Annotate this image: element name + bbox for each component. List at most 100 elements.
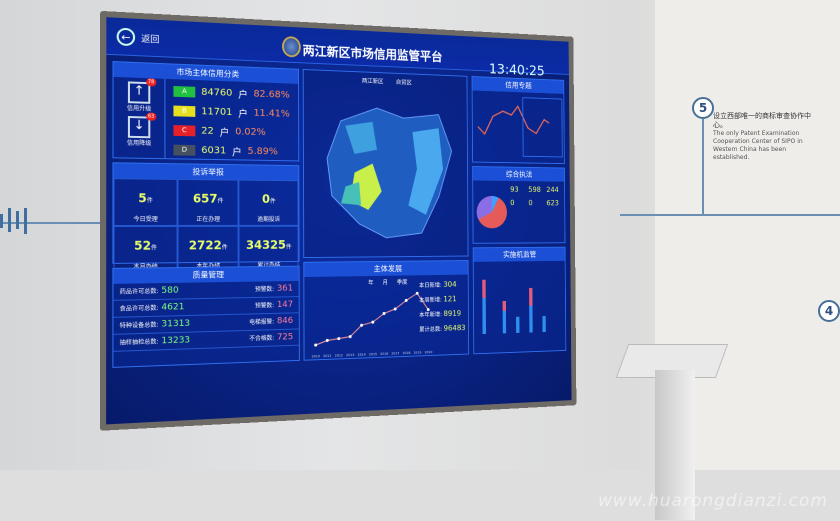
grade-pct: 82.68% [253, 88, 290, 101]
growth-point [325, 338, 329, 342]
growth-point [337, 337, 341, 341]
upgrade-icon[interactable]: ↑ 78 [127, 78, 157, 104]
quality-label: 食品许可总数: [119, 304, 159, 313]
growth-chart: 2010 2011 2012 2013 2014 2015 2016 2017 2018 2019… [312, 282, 433, 359]
grade-tag: B [173, 105, 196, 117]
enforcement-value: 623 [546, 199, 559, 208]
growth-stat-label: 本周新增: [419, 296, 442, 304]
enforcement-value: 93 [510, 185, 519, 194]
back-button[interactable]: ← 返回 [116, 27, 160, 48]
panel-title: 主体发展 [304, 260, 468, 278]
growth-point [382, 311, 386, 315]
warning-value: 725 [276, 332, 294, 343]
grade-count: 22 [201, 125, 214, 137]
supervision-panel: 实施机监管 [472, 246, 567, 355]
credit-row: C 22 户 0.02% [173, 120, 289, 142]
credit-topic-panel: 信用专题 [471, 76, 566, 165]
downgrade-icon[interactable]: ↓ 63 [127, 112, 157, 139]
unit: 户 [232, 147, 242, 159]
growth-panel: 主体发展 年月季度 2010 2011 2012 2013 2014 2015 2016 20… [303, 260, 470, 361]
growth-stat-value: 8919 [443, 309, 462, 318]
warning-label: 不合格数: [249, 334, 275, 343]
warning-label: 电梯报警: [249, 318, 275, 327]
year-tick: 2019 [414, 351, 422, 355]
grade-count: 11701 [201, 105, 233, 118]
quality-value: 4621 [161, 302, 185, 313]
stat-unit: 件 [151, 244, 158, 252]
credit-panel: 市场主体信用分类 ↑ 78 信用升级 ↓ 63 信用降级 A 84760 户 82.68%… [112, 61, 300, 162]
warning-value: 361 [276, 283, 294, 294]
growth-stat-value: 96483 [443, 323, 466, 333]
enforcement-value: 0 [528, 198, 533, 207]
stat-value: 657 [192, 191, 218, 206]
growth-stat: 本日新增: 304 [419, 277, 465, 292]
wall-line [0, 222, 105, 224]
stat-value: 5 [138, 191, 147, 206]
enforcement-panel: 综合执法 93 598 244 0 0 623 [472, 166, 566, 244]
quality-label: 药品许可总数: [119, 288, 159, 296]
growth-point [314, 343, 318, 347]
quality-value: 580 [161, 285, 179, 296]
step-circle: 5 [692, 97, 714, 119]
year-tick: 2011 [323, 354, 331, 358]
quality-label: 抽样抽检总数: [119, 338, 159, 347]
stat-unit: 件 [269, 198, 276, 205]
stat-label: 正在办理 [196, 216, 221, 223]
warning-label: 预警数: [254, 286, 275, 294]
stat-value: 0 [261, 192, 270, 206]
back-arrow-icon: ← [116, 27, 136, 47]
grade-count: 6031 [201, 144, 227, 156]
back-label: 返回 [141, 34, 160, 45]
complaint-stat: 657件 正在办理 [177, 178, 239, 226]
quality-panel: 质量管理 药品许可总数: 580 预警数: 361 食品许可总数: 4621 预警数:… [112, 265, 300, 368]
enforcement-value: 598 [528, 185, 541, 194]
warning-label: 预警数: [254, 302, 275, 310]
supervision-bar-chart [482, 279, 546, 335]
growth-point [348, 335, 352, 339]
display-frame: ← 返回 两江新区市场信用监管平台 13:40:25 市场主体信用分类 ↑ 78 信… [99, 10, 577, 431]
upgrade-label: 信用升级 [126, 105, 152, 113]
grade-pct: 5.89% [247, 145, 278, 157]
growth-stat: 本周新增: 121 [419, 292, 465, 308]
growth-stat-label: 本日新增: [418, 282, 442, 290]
page-title: 两江新区市场信用监管平台 [302, 44, 443, 65]
floor [0, 470, 840, 521]
grade-pct: 11.41% [253, 107, 290, 120]
growth-stat-label: 累计总数: [419, 326, 442, 334]
stat-unit: 件 [146, 197, 153, 205]
credit-topic-chart [473, 90, 566, 160]
panel-title: 实施机监管 [473, 247, 565, 262]
unit: 户 [238, 108, 248, 120]
growth-stat: 累计总数: 96483 [419, 321, 465, 337]
growth-stat-label: 本年新增: [419, 311, 442, 319]
year-tick: 2020 [425, 350, 433, 354]
wall-line [702, 119, 704, 214]
step-circle: 4 [818, 300, 840, 322]
growth-stat-value: 304 [443, 280, 457, 289]
growth-line [316, 293, 429, 345]
stat-value: 34325 [246, 238, 286, 252]
year-tick: 2010 [312, 354, 320, 358]
warning-value: 846 [276, 316, 294, 327]
growth-point [404, 298, 408, 302]
grade-count: 84760 [201, 86, 233, 99]
downgrade-label: 信用降级 [126, 139, 152, 148]
wall-bars [0, 208, 27, 234]
year-tick: 2012 [335, 354, 343, 358]
quality-value: 13233 [161, 335, 191, 347]
police-badge-icon [281, 35, 301, 58]
grade-tag: C [173, 124, 196, 136]
district-map[interactable] [304, 82, 470, 252]
year-tick: 2014 [358, 353, 366, 357]
enforcement-value: 244 [546, 185, 559, 194]
quality-value: 31313 [161, 318, 191, 330]
map-panel: 两江新区 自贸区 [302, 68, 470, 259]
complaints-panel: 投诉举报 5件今日受理657件正在办理0件逾期投诉52件本月办结2722件本年办… [112, 162, 300, 274]
enforcement-pie [476, 195, 508, 229]
grade-tag: A [173, 85, 196, 97]
warning-value: 147 [276, 300, 294, 310]
credit-row: D 6031 户 5.89% [173, 140, 289, 161]
growth-point [393, 307, 397, 311]
complaint-stat: 0件 逾期投诉 [238, 179, 299, 226]
year-tick: 2015 [369, 352, 377, 356]
